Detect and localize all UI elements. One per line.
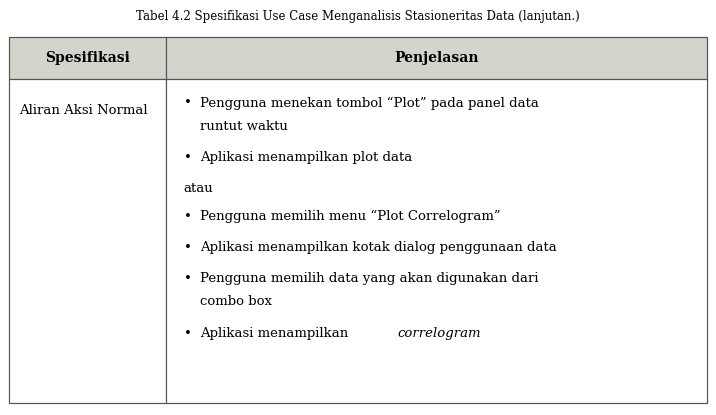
Text: •: •: [184, 272, 192, 285]
Text: Pengguna menekan tombol “Plot” pada panel data: Pengguna menekan tombol “Plot” pada pane…: [200, 96, 539, 110]
Text: Penjelasan: Penjelasan: [395, 51, 479, 65]
Bar: [9, 37, 707, 403]
Text: Aplikasi menampilkan plot data: Aplikasi menampilkan plot data: [200, 151, 412, 164]
Text: •: •: [184, 241, 192, 254]
Text: Tabel 4.2 Spesifikasi Use Case Menganalisis Stasioneritas Data (lanjutan.): Tabel 4.2 Spesifikasi Use Case Menganali…: [136, 10, 580, 23]
Text: Spesifikasi: Spesifikasi: [45, 51, 130, 65]
Bar: [9, 79, 166, 403]
Text: Aplikasi menampilkan: Aplikasi menampilkan: [200, 327, 353, 339]
Bar: [166, 37, 707, 79]
Text: Aliran Aksi Normal: Aliran Aksi Normal: [19, 104, 148, 117]
Text: Pengguna memilih menu “Plot Correlogram”: Pengguna memilih menu “Plot Correlogram”: [200, 210, 500, 223]
Text: runtut waktu: runtut waktu: [200, 120, 288, 133]
Text: correlogram: correlogram: [397, 327, 480, 339]
Text: Pengguna memilih data yang akan digunakan dari: Pengguna memilih data yang akan digunaka…: [200, 272, 538, 285]
Text: •: •: [184, 210, 192, 222]
Bar: [9, 37, 166, 79]
Text: Aplikasi menampilkan kotak dialog penggunaan data: Aplikasi menampilkan kotak dialog penggu…: [200, 241, 557, 254]
Text: •: •: [184, 96, 192, 109]
Text: •: •: [184, 327, 192, 339]
Text: combo box: combo box: [200, 295, 272, 308]
Bar: [166, 79, 707, 403]
Text: atau: atau: [184, 182, 213, 195]
Text: •: •: [184, 151, 192, 164]
